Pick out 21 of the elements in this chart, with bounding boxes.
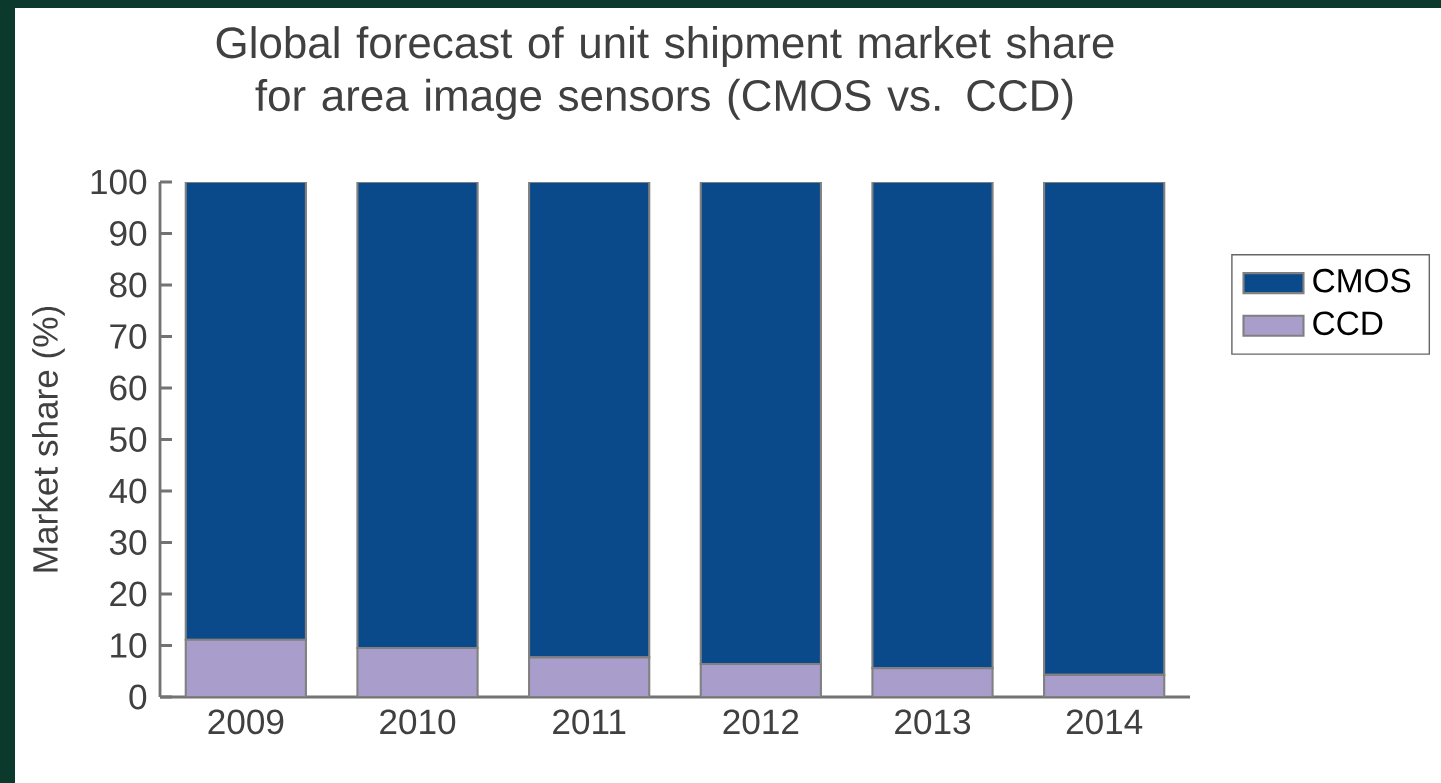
- y-tick-label: 90: [110, 221, 147, 246]
- x-tick-label: 2009: [208, 709, 284, 735]
- x-tick-label: 2014: [1066, 709, 1143, 735]
- y-tick-label: 70: [110, 324, 147, 349]
- x-tick-label: 2013: [895, 709, 971, 735]
- y-tick-label: 50: [109, 427, 147, 452]
- x-tick-label: 2010: [380, 709, 456, 735]
- y-tick-label: 60: [110, 375, 147, 401]
- x-tick-label: 2012: [723, 709, 799, 735]
- y-tick-label: 0: [129, 684, 147, 710]
- legend-label: CMOS: [1313, 268, 1411, 293]
- y-tick-label: 10: [111, 633, 147, 658]
- legend-label: CCD: [1313, 311, 1383, 336]
- y-tick-label: 100: [91, 169, 147, 195]
- y-tick-label: 20: [110, 581, 147, 607]
- y-tick-label: 30: [109, 530, 147, 555]
- x-tick-label: 2011: [553, 709, 626, 735]
- y-tick-label: 80: [110, 272, 147, 298]
- y-tick-label: 40: [109, 478, 147, 504]
- chart-title: Global forecast of unit shipment market share for area image sensors (CMOS vs. CCD): [216, 26, 1114, 120]
- y-axis-title: Market share (%): [32, 306, 65, 572]
